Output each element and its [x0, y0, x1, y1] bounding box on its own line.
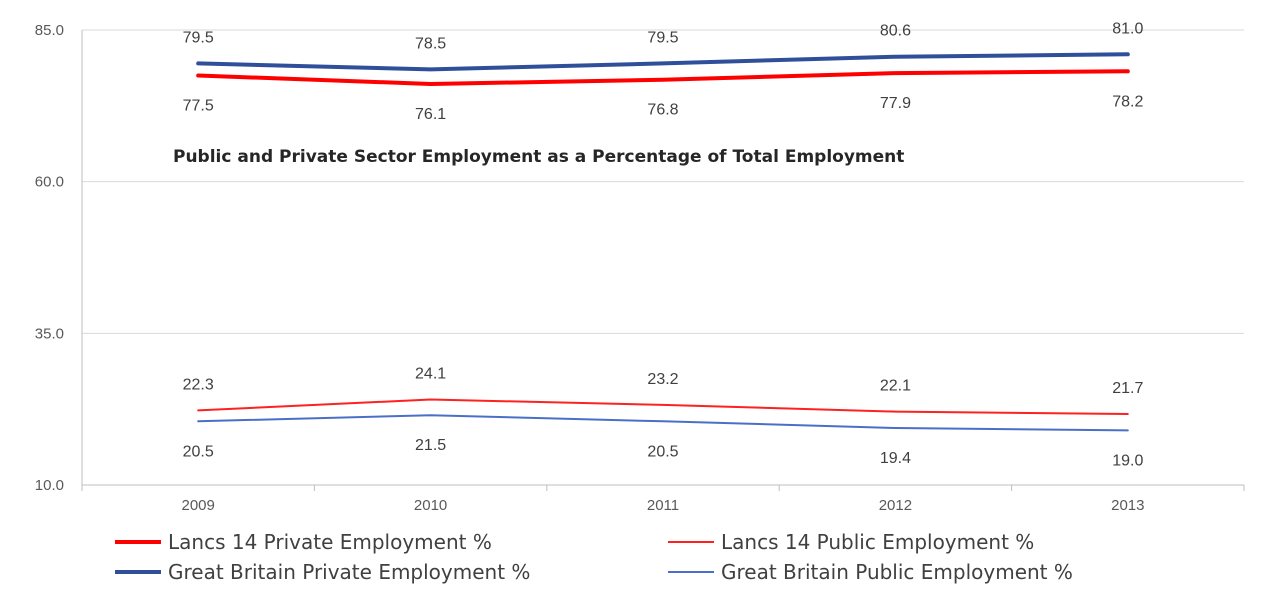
x-tick-label: 2013	[1111, 497, 1144, 514]
data-label: 78.5	[415, 35, 446, 52]
legend-label: Lancs 14 Public Employment %	[721, 530, 1034, 554]
data-label: 77.5	[183, 98, 214, 115]
legend: Lancs 14 Private Employment % Lancs 14 Pu…	[115, 530, 1073, 584]
series-line	[197, 398, 1129, 415]
x-tick-label: 2011	[647, 497, 679, 514]
data-label: 79.5	[647, 29, 678, 46]
chart-title: Public and Private Sector Employment as …	[173, 147, 904, 167]
x-tick-label: 2010	[414, 497, 447, 514]
series-lines	[196, 52, 1130, 432]
data-label: 76.8	[647, 102, 678, 119]
gridlines	[82, 29, 1244, 334]
data-label: 21.7	[1112, 380, 1143, 397]
y-tick-label: 10.0	[35, 477, 64, 494]
data-labels: 77.5 76.1 76.8 77.9 78.2 22.3 24.1 23.2 22.1 21.7…	[183, 20, 1144, 469]
data-label: 77.9	[880, 95, 911, 112]
series-line	[196, 69, 1130, 86]
data-label: 23.2	[647, 371, 678, 388]
data-label: 78.2	[1112, 93, 1143, 110]
data-label: 81.0	[1112, 20, 1143, 37]
data-label: 79.5	[183, 29, 214, 46]
data-label: 19.0	[1112, 452, 1143, 469]
data-label: 22.1	[880, 378, 911, 395]
x-tick-label: 2012	[879, 497, 912, 514]
data-label: 20.5	[647, 443, 678, 460]
data-label: 19.4	[880, 450, 911, 467]
axes: 10.0 35.0 60.0 85.0 2009 2010 2011 2012 2013	[35, 22, 1245, 514]
y-tick-label: 35.0	[35, 325, 64, 342]
data-label: 20.5	[183, 443, 214, 460]
data-label: 21.5	[415, 437, 446, 454]
x-tick-label: 2009	[182, 497, 215, 514]
data-label: 76.1	[415, 106, 446, 123]
data-label: 22.3	[183, 376, 214, 393]
data-label: 80.6	[880, 23, 911, 40]
legend-label: Great Britain Private Employment %	[168, 560, 530, 584]
series-line	[196, 52, 1130, 72]
legend-label: Great Britain Public Employment %	[721, 560, 1073, 584]
series-line	[197, 414, 1129, 432]
y-tick-label: 85.0	[35, 22, 64, 39]
y-tick-label: 60.0	[35, 174, 64, 191]
data-label: 24.1	[415, 365, 446, 382]
legend-label: Lancs 14 Private Employment %	[168, 530, 492, 554]
